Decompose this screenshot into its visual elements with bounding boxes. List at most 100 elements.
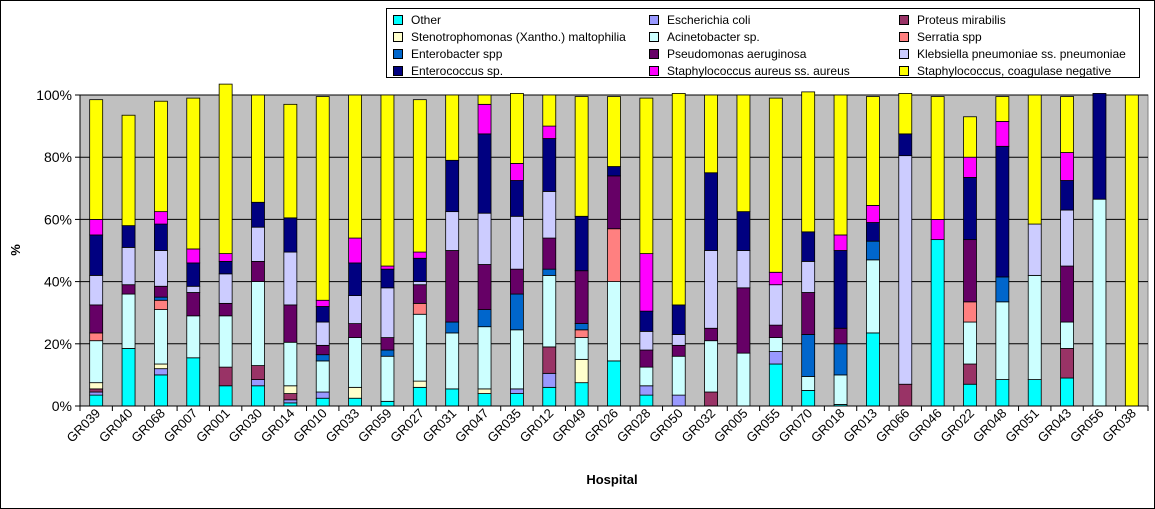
legend-label: Serratia spp <box>917 29 982 44</box>
bar-segment <box>1124 94 1139 407</box>
bar-segment <box>251 281 265 366</box>
bar-segment <box>315 391 330 399</box>
bar-segment <box>930 218 945 241</box>
bar-segment <box>477 309 492 328</box>
legend-label: Escherichia coli <box>667 12 751 27</box>
legend-label: Klebsiella pneumoniae ss. pneumoniae <box>917 46 1126 61</box>
bar-segment <box>348 337 362 388</box>
bar-segment <box>121 246 136 286</box>
legend-label: Staphylococcus, coagulase negative <box>917 63 1112 78</box>
bar-segment <box>89 99 104 220</box>
bar-segment <box>736 287 751 354</box>
x-tick-label: GR030 <box>225 406 265 446</box>
x-tick-label: GR059 <box>355 406 395 446</box>
bar-segment <box>574 337 589 360</box>
bar-segment <box>542 237 557 270</box>
x-tick-label: GR046 <box>905 406 945 446</box>
bar-segment <box>315 96 330 301</box>
bar-segment <box>348 237 362 264</box>
bar-segment <box>218 260 233 275</box>
bar-segment <box>833 94 848 236</box>
bar-segment <box>639 385 654 396</box>
bar-segment <box>574 323 589 331</box>
x-tick-label: GR007 <box>161 406 201 446</box>
legend-label: Other <box>411 12 442 27</box>
bar-segment <box>833 250 848 329</box>
legend-item: Other <box>387 11 643 28</box>
bars <box>89 83 1139 407</box>
bar-segment <box>898 93 913 135</box>
bar-segment <box>639 97 654 255</box>
bar-segment <box>380 268 395 289</box>
bar-segment <box>995 145 1010 278</box>
bar-segment <box>283 251 298 306</box>
bar-segment <box>736 250 751 289</box>
bar-segment <box>607 228 621 282</box>
bar-segment <box>412 281 427 286</box>
legend-swatch <box>649 65 659 76</box>
bar-segment <box>574 382 589 407</box>
bar-segment <box>348 323 362 338</box>
x-tick-label: GR027 <box>387 406 427 446</box>
bar-segment <box>186 262 201 287</box>
bar-segment <box>963 383 977 407</box>
bar-segment <box>866 240 880 261</box>
bar-segment <box>768 324 783 338</box>
bar-segment <box>89 391 104 396</box>
bar-segment <box>445 94 460 161</box>
bar-segment <box>315 344 330 356</box>
y-axis-label: % <box>8 244 23 256</box>
legend-item: Klebsiella pneumoniae ss. pneumoniae <box>893 45 1141 62</box>
bar-segment <box>704 172 718 251</box>
legend-swatch <box>899 14 909 25</box>
x-tick-label: GR066 <box>873 406 913 446</box>
bar-segment <box>963 116 977 158</box>
bar-segment <box>445 159 460 213</box>
bar-segment <box>542 372 557 388</box>
bar-segment <box>866 259 880 334</box>
bar-segment <box>186 248 201 264</box>
bar-segment <box>186 285 201 293</box>
bar-segment <box>607 166 621 177</box>
bar-segment <box>963 177 977 241</box>
legend-item: Pseudomonas aeruginosa <box>643 45 893 62</box>
bar-segment <box>477 388 492 394</box>
bar-segment <box>510 393 524 407</box>
bar-segment <box>154 100 168 213</box>
bar-segment <box>251 260 265 283</box>
legend-label: Stenotrophomonas (Xantho.) maltophilia <box>411 29 626 44</box>
bar-segment <box>445 250 460 323</box>
bar-segment <box>477 393 492 407</box>
bar-segment <box>283 304 298 343</box>
bar-segment <box>574 329 589 338</box>
bar-segment <box>607 96 621 167</box>
x-tick-label: GR047 <box>452 406 492 446</box>
bar-segment <box>315 321 330 346</box>
x-tick-label: GR055 <box>743 406 783 446</box>
bar-segment <box>283 103 298 219</box>
x-tick-label: GR022 <box>937 406 977 446</box>
bar-segment <box>510 268 524 295</box>
legend-swatch <box>393 31 403 42</box>
legend-swatch <box>649 31 659 42</box>
bar-segment <box>89 274 104 306</box>
bar-segment <box>154 368 168 376</box>
y-tick-label: 20% <box>44 336 72 352</box>
bar-segment <box>510 180 524 217</box>
bar-segment <box>412 257 427 282</box>
bar-segment <box>671 344 686 357</box>
bar-segment <box>154 223 168 251</box>
bar-segment <box>89 340 104 384</box>
bar-segment <box>154 309 168 365</box>
bar-segment <box>1060 180 1074 211</box>
bar-segment <box>412 313 427 382</box>
bar-segment <box>251 365 265 380</box>
bar-segment <box>671 394 686 407</box>
x-tick-label: GR028 <box>614 406 654 446</box>
bar-segment <box>542 268 557 276</box>
legend-label: Acinetobacter sp. <box>667 29 760 44</box>
bar-segment <box>121 225 136 248</box>
bar-segment <box>574 215 589 272</box>
y-tick-label: 80% <box>44 149 72 165</box>
legend-item: Staphylococcus, coagulase negative <box>893 62 1141 79</box>
